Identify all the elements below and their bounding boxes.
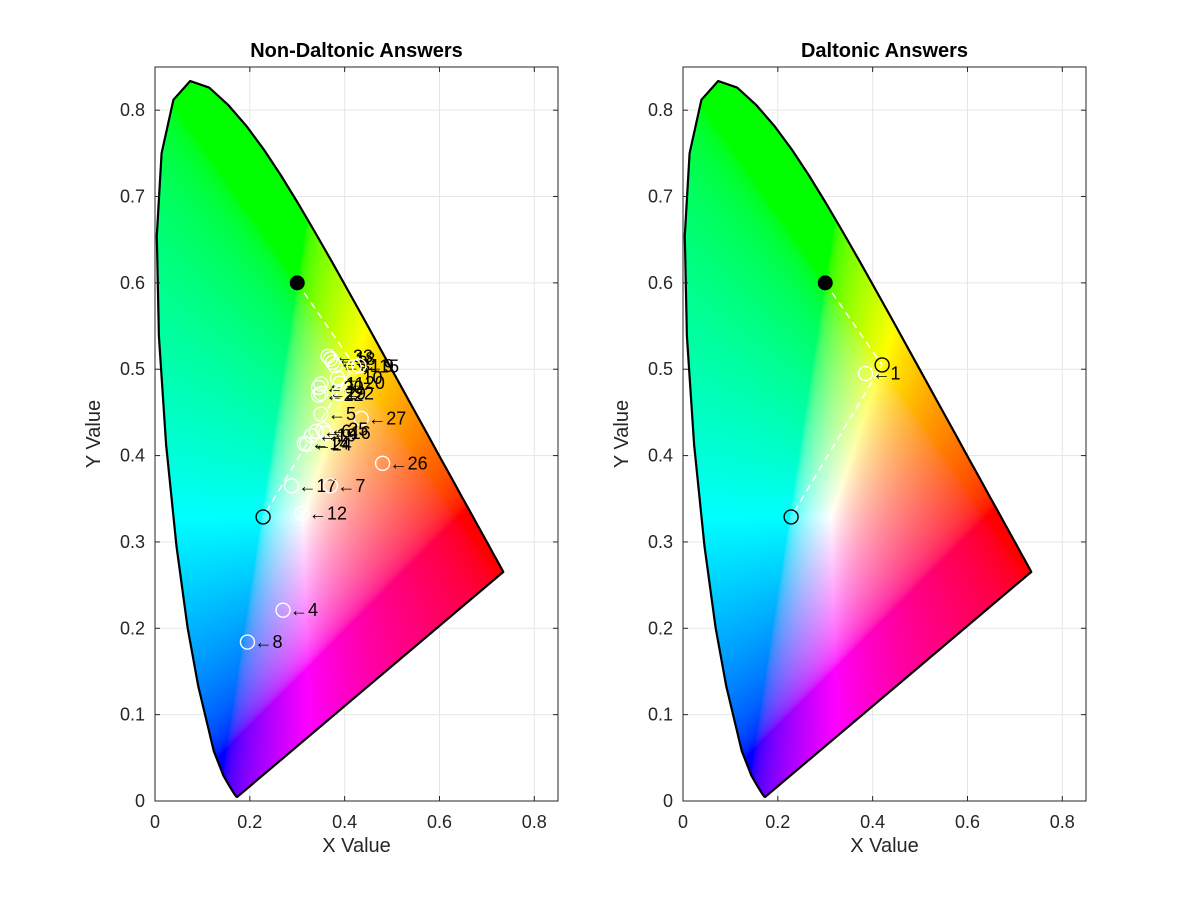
y-tick-label: 0.8	[120, 100, 145, 120]
reference-point	[874, 357, 890, 373]
y-tick-label: 0.2	[648, 618, 673, 638]
point-label: ←27	[368, 408, 406, 428]
answer-point	[299, 436, 315, 453]
answer-point	[283, 478, 300, 494]
axes-box	[682, 66, 1087, 802]
point-label: ←4	[290, 600, 318, 620]
point-label: ←11	[328, 374, 365, 394]
answer-point	[308, 423, 324, 440]
answer-point	[857, 365, 874, 382]
x-tick-label: 0	[678, 812, 688, 832]
answer-point	[310, 387, 327, 403]
x-axis-label: X Value	[850, 835, 919, 857]
y-tick-label: 0.6	[120, 273, 145, 293]
point-label: ←8	[254, 632, 282, 652]
target-point	[289, 275, 305, 291]
x-tick-label: 0	[150, 812, 160, 832]
axes-box	[154, 66, 559, 802]
chart-title: Daltonic Answers	[801, 40, 968, 62]
answer-point	[325, 354, 341, 371]
answer-point	[322, 478, 339, 494]
answer-point	[327, 358, 343, 374]
point-label: ←26	[390, 453, 428, 473]
point-label: ←24	[314, 434, 352, 454]
x-tick-label: 0.2	[765, 812, 790, 832]
answer-point	[351, 358, 367, 374]
point-label: ←20	[347, 373, 385, 393]
answer-point	[346, 358, 362, 375]
point-label: ←1	[873, 364, 901, 384]
y-tick-label: 0.5	[120, 359, 145, 379]
point-label: ←14	[311, 433, 349, 453]
y-tick-label: 0.7	[120, 187, 145, 207]
answer-point	[313, 376, 329, 392]
answer-point	[315, 421, 332, 438]
point-label: ←19	[318, 426, 356, 446]
point-label: ←9	[366, 356, 394, 376]
answer-point	[313, 406, 329, 422]
y-tick-label: 0.6	[648, 273, 673, 293]
x-tick-label: 0.2	[237, 812, 262, 832]
answer-point	[331, 385, 347, 402]
x-tick-label: 0.8	[522, 812, 547, 832]
spectral-locus-outline	[155, 79, 505, 799]
point-label: ←30	[326, 377, 364, 397]
y-axis-label: Y Value	[611, 400, 633, 468]
target-point	[817, 275, 833, 291]
y-tick-label: 0	[663, 791, 673, 811]
spectral-locus-outline	[683, 79, 1033, 799]
reference-point	[255, 509, 271, 525]
point-label: ←29	[328, 383, 366, 403]
non-daltonic-panel: 0 0.2 0.4 0.6 0.8 0 0.1 0.2 0.3 0.4 0.5 0.6 0.7 0.8 ←3…	[83, 40, 559, 857]
answer-point	[353, 410, 369, 427]
y-tick-label: 0.8	[648, 100, 673, 120]
point-label: ←22	[326, 385, 364, 405]
answer-point	[239, 634, 256, 650]
point-label: ←6	[323, 421, 351, 441]
answer-point	[374, 455, 391, 472]
y-tick-label: 0.3	[648, 532, 673, 552]
answer-point	[294, 505, 310, 522]
answer-point	[332, 375, 348, 391]
y-tick-label: 0.3	[120, 532, 145, 552]
y-tick-label: 0.1	[648, 705, 673, 725]
y-tick-label: 0.4	[648, 446, 673, 466]
point-label: ←12	[309, 503, 347, 523]
x-tick-label: 0.4	[332, 812, 357, 832]
reference-line	[262, 282, 356, 518]
chart-title: Non-Daltonic Answers	[250, 40, 463, 62]
y-axis-label: Y Value	[83, 400, 105, 468]
y-tick-label: 0.2	[120, 618, 145, 638]
point-label: ←2	[346, 383, 374, 403]
x-tick-label: 0.6	[427, 812, 452, 832]
y-tick-label: 0.5	[648, 359, 673, 379]
point-label: ←16	[333, 423, 371, 443]
reference-line	[790, 282, 884, 518]
x-tick-label: 0.4	[860, 812, 885, 832]
point-label: ←17	[299, 476, 337, 496]
y-tick-label: 0	[135, 791, 145, 811]
answer-series: ←33←18←3←31←15←9←10←20←11←30←29←22←2←27←…	[239, 346, 428, 652]
point-label: ←7	[337, 476, 365, 496]
point-label: ←5	[328, 404, 356, 424]
y-tick-label: 0.7	[648, 187, 673, 207]
x-tick-label: 0.8	[1050, 812, 1075, 832]
x-tick-label: 0.6	[955, 812, 980, 832]
point-label: ←10	[345, 368, 383, 388]
daltonic-panel: 0 0.2 0.4 0.6 0.8 0 0.1 0.2 0.3 0.4 0.5 0.6 0.7 0.8 ←1…	[611, 40, 1087, 857]
point-label: ←25	[330, 420, 368, 440]
reference-point	[783, 509, 799, 525]
y-tick-label: 0.1	[120, 705, 145, 725]
point-label: ←15	[361, 357, 399, 377]
x-axis-label: X Value	[322, 835, 391, 857]
y-tick-label: 0.4	[120, 446, 145, 466]
answer-point	[313, 385, 329, 402]
answer-point	[275, 602, 291, 618]
answer-series: ←1	[857, 364, 901, 384]
